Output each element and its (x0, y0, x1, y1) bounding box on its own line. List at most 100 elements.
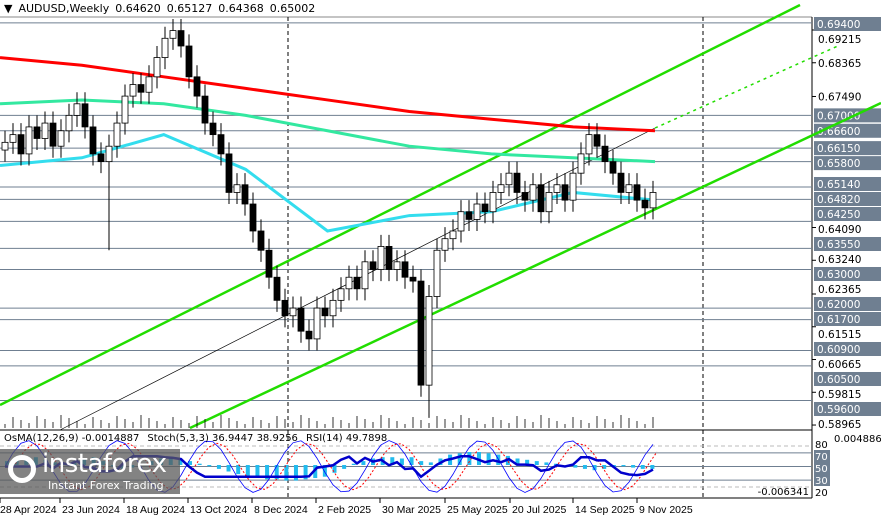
osma-bar (582, 465, 587, 469)
chart-header: ▼ AUDUSD,Weekly 0.64620 0.65127 0.64368 0.650… (4, 2, 321, 15)
candle-body (625, 184, 633, 193)
level-label-bg (814, 17, 881, 31)
candle-body (569, 172, 577, 201)
open-value: 0.64620 (115, 2, 161, 15)
candle-body (649, 192, 657, 209)
candle-body (169, 30, 177, 39)
osma-bar (457, 453, 462, 465)
price-tick-label: 0.67490 (818, 91, 861, 103)
indicator-level-bg (814, 474, 830, 486)
header-arrow-icon[interactable]: ▼ (4, 2, 13, 15)
candle-body (217, 134, 225, 155)
candle-body (473, 203, 481, 220)
candle-body (417, 280, 425, 386)
indicator-max-label: 0.004886 (834, 434, 881, 445)
candle-body (401, 261, 409, 278)
osma-bar (525, 459, 530, 465)
osma-bar (284, 465, 289, 481)
osma-bar (197, 463, 202, 465)
osma-bar (226, 465, 231, 472)
level-label: 0.60900 (817, 344, 860, 356)
candle-body (177, 30, 185, 47)
candle-body (345, 276, 353, 290)
osma-bar (216, 465, 221, 469)
level-label: 0.64250 (817, 209, 860, 221)
level-label: 0.64820 (817, 194, 860, 206)
indicator-min-label: -0.006341 (758, 487, 809, 498)
candle-body (25, 126, 33, 155)
date-label: 23 Jun 2024 (62, 504, 120, 516)
candle-body (1, 141, 9, 151)
candle-body (17, 134, 25, 155)
price-tick-label: 0.68365 (818, 58, 861, 70)
date-label: 8 Dec 2024 (254, 504, 308, 516)
candle-body (433, 249, 441, 297)
osma-bar (313, 465, 318, 478)
osma-bar (640, 465, 645, 469)
candle-body (81, 103, 89, 128)
osma-bar (621, 465, 626, 467)
ma-green-line (0, 98, 656, 164)
date-label: 13 Oct 2024 (190, 504, 247, 516)
ma-red-line (0, 56, 656, 133)
level-label-bg (814, 156, 881, 171)
osma-bar (361, 461, 366, 465)
candle-body (137, 84, 145, 93)
candle-body (449, 230, 457, 240)
candle-body (249, 203, 257, 232)
indicator-level-bg (814, 462, 830, 474)
candle-body (153, 57, 161, 78)
candle-body (545, 192, 553, 213)
high-value: 0.65127 (166, 2, 213, 15)
level-label-bg (814, 237, 881, 251)
candle-body (521, 192, 529, 201)
symbol-label: AUDUSD,Weekly (18, 2, 110, 15)
indicator-level-label: 20 (815, 488, 828, 499)
candle-body (617, 172, 625, 193)
osma-bar (265, 465, 270, 480)
osma-bar (293, 465, 298, 481)
level-label-bg (814, 402, 881, 416)
date-label: 25 May 2025 (447, 504, 508, 516)
candle-body (49, 122, 57, 147)
osma-bar (419, 461, 424, 465)
osma-bar (207, 465, 212, 467)
date-label: 14 Sep 2025 (575, 504, 635, 516)
candle-body (241, 184, 249, 205)
date-label: 30 Mar 2025 (382, 504, 441, 516)
candle-body (121, 95, 129, 124)
level-label-bg (814, 192, 881, 206)
candle-body (89, 126, 97, 155)
candle-body (505, 172, 513, 186)
candle-body (609, 161, 617, 174)
osma-label: OsMA(12,26,9) -0.0014887 (4, 433, 140, 444)
candle-body (361, 261, 369, 290)
osma-bar (274, 465, 279, 480)
level-label: 0.60500 (817, 374, 860, 386)
osma-bar (236, 465, 241, 475)
candle-body (465, 211, 473, 220)
candle-body (33, 126, 41, 139)
watermark-brand: instaforex (42, 449, 167, 479)
watermark-tagline: Instant Forex Trading (48, 479, 164, 492)
date-label: 28 Apr 2024 (0, 504, 57, 516)
candle-body (73, 103, 81, 116)
date-label: 18 Aug 2024 (126, 504, 185, 516)
candle-body (553, 184, 561, 193)
candle-body (193, 76, 201, 97)
level-label: 0.62000 (817, 299, 860, 311)
candle-body (377, 246, 385, 270)
candle-body (457, 211, 465, 232)
price-tick-label: 0.64090 (818, 224, 861, 236)
level-label: 0.67000 (817, 110, 860, 122)
indicator-level-label: 80 (815, 440, 828, 451)
osma-bar (245, 465, 250, 477)
candle-body (577, 153, 585, 174)
level-label-bg (814, 342, 881, 356)
close-value: 0.65002 (269, 2, 316, 15)
candle-body (409, 276, 417, 282)
level-label-bg (814, 177, 881, 191)
osma-bar (554, 463, 559, 465)
